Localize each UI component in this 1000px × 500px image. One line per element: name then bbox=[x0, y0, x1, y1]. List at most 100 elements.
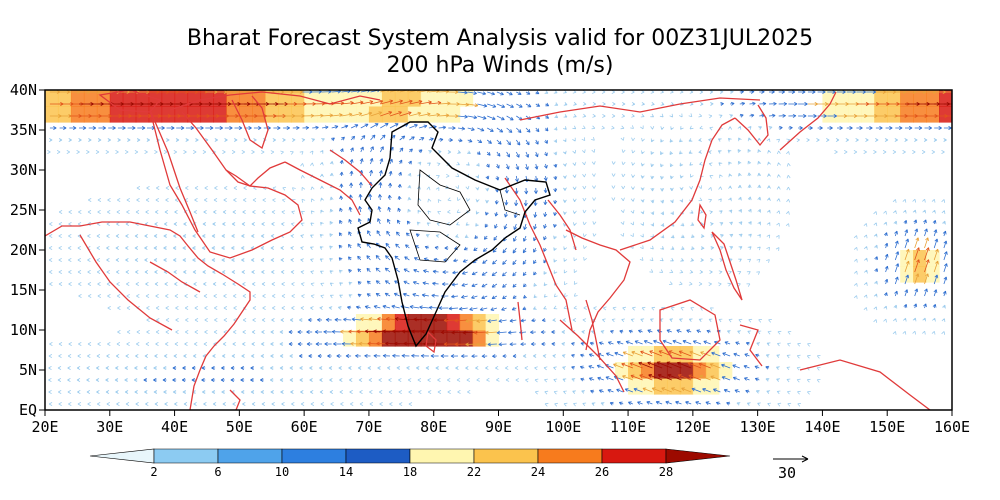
wind-vector bbox=[269, 378, 274, 382]
wind-vector bbox=[516, 91, 522, 95]
wind-vector bbox=[212, 402, 217, 406]
wind-vector bbox=[534, 163, 539, 170]
wind-vector bbox=[717, 138, 722, 142]
wind-vector bbox=[398, 171, 402, 177]
wind-vector bbox=[875, 138, 879, 142]
wind-vector bbox=[727, 282, 732, 287]
wind-vector bbox=[117, 126, 126, 130]
wind-vector bbox=[553, 151, 558, 156]
wind-vector bbox=[914, 237, 920, 249]
speed-cell bbox=[265, 106, 279, 123]
wind-vector bbox=[477, 127, 485, 132]
wind-vector bbox=[708, 318, 713, 323]
wind-vector bbox=[487, 127, 494, 132]
wind-vector bbox=[612, 102, 616, 106]
wind-vector bbox=[253, 126, 262, 130]
wind-vector bbox=[380, 134, 386, 141]
wind-vector bbox=[419, 305, 429, 310]
wind-vector bbox=[602, 318, 606, 323]
wind-vector bbox=[426, 186, 431, 191]
wind-vector bbox=[134, 234, 139, 238]
wind-vector bbox=[96, 258, 101, 262]
wind-vector bbox=[300, 402, 305, 406]
wind-vector bbox=[435, 187, 440, 191]
speed-cell bbox=[433, 90, 448, 107]
wind-vector bbox=[522, 271, 527, 276]
y-tick-label: 25N bbox=[10, 201, 37, 219]
wind-vector bbox=[797, 390, 801, 395]
wind-vector bbox=[466, 162, 470, 166]
wind-vector bbox=[685, 401, 692, 405]
wind-vector bbox=[384, 280, 391, 285]
wind-vector bbox=[220, 378, 225, 382]
wind-vector bbox=[174, 210, 178, 214]
wind-vector bbox=[484, 223, 489, 228]
speed-cell bbox=[394, 106, 409, 123]
wind-vector bbox=[201, 366, 206, 370]
wind-vector bbox=[554, 114, 559, 119]
wind-vector bbox=[598, 341, 604, 346]
x-tick-label: 20E bbox=[31, 418, 58, 436]
wind-vector bbox=[516, 103, 523, 108]
wind-vector bbox=[754, 365, 760, 370]
wind-vector bbox=[563, 390, 567, 395]
wind-vector bbox=[786, 174, 791, 179]
wind-vector bbox=[563, 269, 568, 274]
wind-vector bbox=[329, 208, 334, 213]
wind-vector bbox=[339, 390, 343, 394]
border-east-africa bbox=[149, 261, 201, 293]
wind-vector bbox=[816, 355, 821, 359]
wind-vector bbox=[223, 318, 228, 322]
wind-vector bbox=[502, 271, 507, 277]
wind-vector bbox=[525, 91, 531, 95]
wind-vector bbox=[903, 220, 908, 225]
wind-vector bbox=[340, 402, 344, 406]
wind-vector bbox=[416, 221, 421, 226]
wind-vector bbox=[592, 101, 597, 106]
coastline-bay-of-bengal bbox=[504, 177, 573, 331]
wind-vector bbox=[260, 354, 265, 358]
wind-vector bbox=[144, 150, 148, 154]
wind-vector bbox=[389, 402, 393, 407]
wind-vector bbox=[732, 376, 740, 381]
speed-cell bbox=[705, 378, 720, 395]
wind-vector bbox=[475, 198, 480, 203]
wind-vector bbox=[892, 150, 897, 154]
wind-vector bbox=[156, 186, 160, 190]
wind-vector bbox=[884, 278, 889, 285]
wind-vector bbox=[309, 162, 314, 167]
wind-vector bbox=[580, 353, 585, 358]
wind-vector bbox=[494, 211, 499, 217]
wind-vector bbox=[78, 210, 82, 214]
wind-vector bbox=[136, 138, 141, 142]
wind-vector bbox=[329, 196, 334, 201]
wind-vector bbox=[260, 246, 265, 250]
wind-vector bbox=[231, 258, 235, 262]
wind-vector bbox=[57, 366, 62, 370]
wind-vector bbox=[368, 378, 373, 382]
wind-vector bbox=[737, 270, 742, 275]
wind-vector bbox=[682, 339, 692, 345]
wind-vector bbox=[748, 233, 752, 238]
wind-vector bbox=[312, 125, 319, 130]
wind-vector bbox=[700, 234, 705, 238]
wind-vector bbox=[679, 150, 683, 155]
wind-vector bbox=[155, 210, 159, 214]
wind-vector bbox=[676, 361, 692, 369]
wind-vector bbox=[933, 260, 939, 273]
wind-vector bbox=[320, 197, 324, 202]
wind-vector bbox=[856, 126, 863, 130]
wind-vector bbox=[757, 233, 761, 238]
wind-vector bbox=[893, 210, 897, 214]
wind-vector bbox=[545, 102, 550, 107]
wind-vector bbox=[542, 354, 547, 358]
speed-cell bbox=[187, 106, 202, 123]
wind-vector bbox=[115, 246, 119, 250]
wind-vector bbox=[904, 289, 909, 297]
wind-vector bbox=[563, 234, 567, 239]
wind-vector bbox=[553, 378, 558, 383]
wind-vector bbox=[698, 137, 702, 142]
wind-vector bbox=[437, 150, 442, 154]
wind-vector bbox=[621, 102, 626, 106]
speed-cell bbox=[83, 90, 98, 107]
